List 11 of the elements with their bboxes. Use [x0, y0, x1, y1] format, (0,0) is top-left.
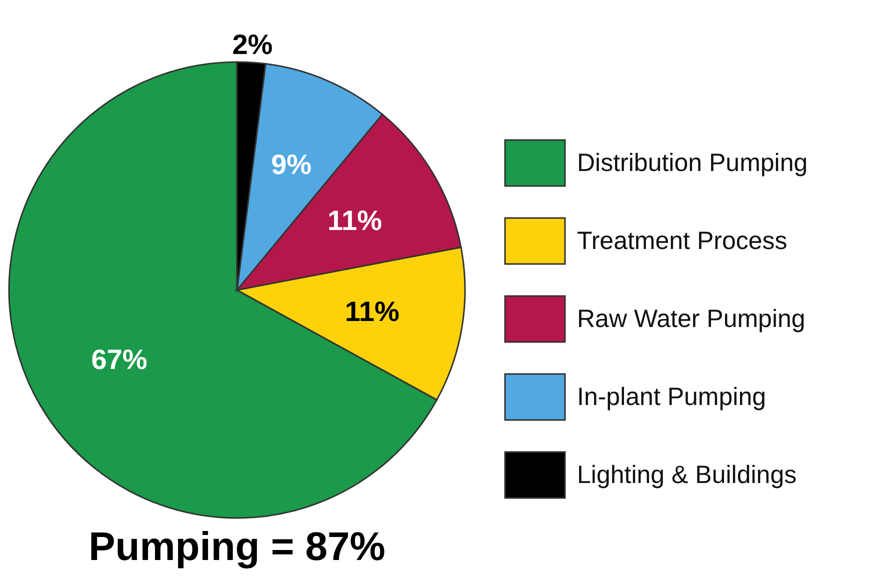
data-label: 2% [232, 28, 273, 60]
data-label: 9% [271, 148, 312, 180]
text: Pumping = 87% [88, 525, 386, 569]
data-label: 67% [91, 344, 148, 376]
legend-label: In-plant Pumping [577, 383, 766, 411]
legend-label: Distribution Pumping [577, 149, 808, 177]
data-label: 11% [328, 204, 382, 236]
legend-label: Raw Water Pumping [577, 305, 806, 333]
legend-label: Treatment Process [577, 227, 788, 255]
legend-label: Lighting & Buildings [577, 461, 797, 489]
data-label: 11% [344, 296, 400, 327]
